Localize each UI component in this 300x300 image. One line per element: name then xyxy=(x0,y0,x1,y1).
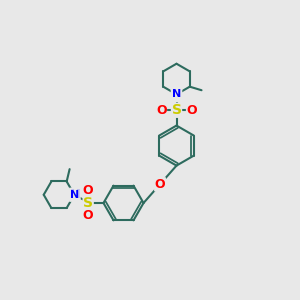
Text: O: O xyxy=(155,178,165,191)
Text: O: O xyxy=(156,104,166,117)
Text: N: N xyxy=(70,188,80,201)
Text: N: N xyxy=(171,88,182,101)
Text: O: O xyxy=(83,184,94,196)
Text: S: S xyxy=(172,103,182,117)
Text: S: S xyxy=(83,196,93,210)
Text: N: N xyxy=(172,89,181,99)
Text: O: O xyxy=(187,104,197,117)
Text: N: N xyxy=(70,190,79,200)
Text: O: O xyxy=(83,209,94,223)
